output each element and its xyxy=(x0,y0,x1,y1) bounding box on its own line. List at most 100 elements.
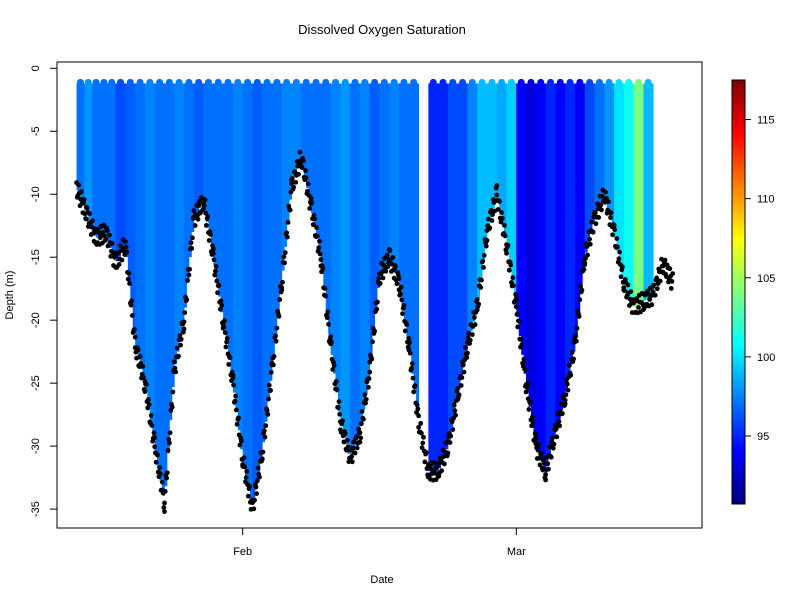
saturation-profile-strip xyxy=(90,83,93,226)
saturation-profile-strip xyxy=(455,83,459,403)
saturation-profile-strip xyxy=(347,83,351,455)
bottom-depth-point xyxy=(167,430,173,436)
saturation-profile-strip xyxy=(621,83,625,277)
saturation-profile-strip xyxy=(235,83,239,412)
saturation-profile-strip xyxy=(430,83,434,472)
bottom-depth-point xyxy=(551,441,557,447)
saturation-profile-strip xyxy=(328,83,332,335)
plot-data-layer xyxy=(74,78,676,514)
bottom-depth-point xyxy=(670,271,676,276)
bottom-depth-point xyxy=(303,168,308,173)
bottom-depth-point xyxy=(618,274,624,280)
bottom-depth-point xyxy=(325,309,331,315)
saturation-surface-point xyxy=(576,78,584,86)
saturation-profile-strip xyxy=(232,83,236,393)
bottom-depth-point xyxy=(186,272,192,278)
x-tick-label: Mar xyxy=(507,546,526,558)
saturation-profile-strip xyxy=(242,83,246,466)
bottom-depth-point xyxy=(344,437,350,443)
saturation-profile-strip xyxy=(315,83,319,239)
saturation-profile-strip xyxy=(230,83,234,376)
bottom-depth-point xyxy=(514,311,520,317)
bottom-depth-point xyxy=(129,313,135,318)
bottom-depth-point xyxy=(305,188,310,194)
saturation-profile-strip xyxy=(247,83,251,491)
saturation-profile-strip xyxy=(122,83,126,247)
saturation-profile-strip xyxy=(303,83,307,176)
saturation-profile-strip xyxy=(594,83,598,217)
bottom-depth-point xyxy=(480,258,486,264)
saturation-profile-strip xyxy=(640,83,644,303)
saturation-profile-strip xyxy=(276,83,280,316)
saturation-profile-strip xyxy=(313,83,317,226)
bottom-depth-point xyxy=(260,449,266,455)
bottom-depth-point xyxy=(669,279,675,284)
saturation-surface-point xyxy=(204,78,212,86)
bottom-depth-point xyxy=(124,249,130,255)
bottom-depth-point xyxy=(137,354,143,359)
saturation-profile-strip xyxy=(560,83,564,410)
bottom-depth-point xyxy=(320,266,326,272)
bottom-depth-point xyxy=(513,304,519,310)
bottom-depth-point xyxy=(515,324,521,330)
bottom-depth-point xyxy=(243,475,249,481)
saturation-surface-point xyxy=(214,78,222,86)
y-tick-label: -5 xyxy=(30,126,42,136)
saturation-surface-point xyxy=(595,78,603,86)
saturation-profile-strip xyxy=(198,83,202,208)
bottom-depth-point xyxy=(234,407,239,413)
saturation-profile-strip xyxy=(643,83,647,301)
bottom-depth-point xyxy=(314,225,320,231)
bottom-depth-point xyxy=(487,225,493,231)
bottom-depth-point xyxy=(354,445,360,451)
saturation-surface-point xyxy=(253,78,261,86)
saturation-profile-strip xyxy=(144,83,148,392)
bottom-depth-point xyxy=(123,244,129,250)
bottom-depth-point xyxy=(540,467,546,473)
bottom-depth-point xyxy=(210,250,216,256)
bottom-depth-point xyxy=(190,235,195,241)
saturation-profile-strip xyxy=(218,83,222,297)
saturation-profile-strip xyxy=(174,83,178,365)
saturation-profile-strip xyxy=(574,83,578,335)
saturation-profile-strip xyxy=(323,83,327,291)
bottom-depth-point xyxy=(442,461,447,467)
bottom-depth-point xyxy=(307,206,313,211)
bottom-depth-point xyxy=(335,405,341,411)
saturation-profile-strip xyxy=(584,83,588,253)
bottom-depth-point xyxy=(87,211,93,216)
saturation-profile-strip xyxy=(169,83,173,421)
bottom-depth-point xyxy=(423,450,429,455)
saturation-profile-strip xyxy=(435,83,439,472)
bottom-depth-point xyxy=(502,233,508,239)
bottom-depth-point xyxy=(543,477,549,483)
bottom-depth-point xyxy=(257,474,262,480)
saturation-surface-point xyxy=(234,78,242,86)
x-axis-label: Date xyxy=(370,574,393,586)
bottom-depth-point xyxy=(406,336,412,341)
saturation-surface-point xyxy=(429,78,437,86)
bottom-depth-point xyxy=(230,373,236,378)
bottom-depth-point xyxy=(458,383,464,388)
bottom-depth-point xyxy=(529,414,535,420)
bottom-depth-point xyxy=(606,199,611,205)
bottom-depth-point xyxy=(481,252,487,258)
bottom-depth-point xyxy=(516,318,522,324)
bottom-depth-point xyxy=(428,471,434,477)
bottom-depth-point xyxy=(297,149,303,155)
saturation-profile-strip xyxy=(565,83,569,390)
bottom-depth-point xyxy=(273,338,279,344)
saturation-profile-strip xyxy=(262,83,266,443)
bottom-depth-point xyxy=(195,216,201,222)
bottom-depth-point xyxy=(363,400,368,406)
bottom-depth-point xyxy=(358,435,364,441)
bottom-depth-point xyxy=(146,402,152,407)
bottom-depth-point xyxy=(305,181,311,187)
bottom-depth-point xyxy=(599,207,604,213)
bottom-depth-point xyxy=(227,355,233,361)
bottom-depth-point xyxy=(582,262,588,268)
bottom-depth-point xyxy=(498,219,504,225)
bottom-depth-point xyxy=(374,306,380,312)
bottom-depth-point xyxy=(129,298,135,304)
bottom-depth-point xyxy=(166,437,172,442)
